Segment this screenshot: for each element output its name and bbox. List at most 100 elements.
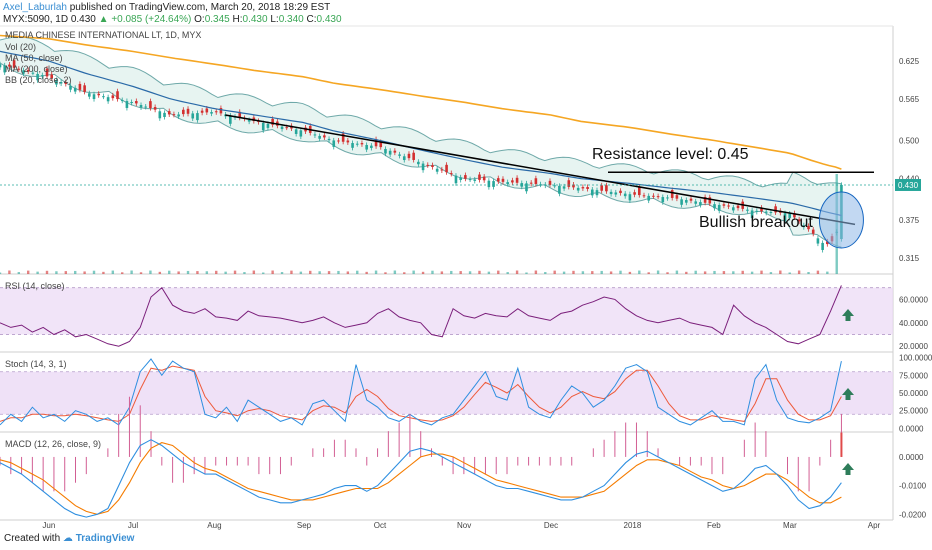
last-price-tag: [895, 178, 921, 191]
breakout-circle: [818, 191, 864, 249]
candle-body: [793, 213, 796, 218]
candle: [774, 203, 777, 215]
legend-ma50: MA (50, close): [5, 53, 63, 63]
candle-body: [351, 143, 354, 148]
candle-body: [525, 183, 528, 192]
candle: [642, 192, 646, 199]
candle: [454, 173, 458, 186]
candle-body: [69, 85, 72, 90]
volume-bar: [694, 270, 697, 274]
candle: [36, 71, 39, 83]
candle-body: [821, 242, 824, 250]
candle-body: [31, 72, 35, 74]
candle-body: [370, 145, 373, 148]
volume-bar: [17, 272, 21, 274]
candle-body: [515, 177, 519, 183]
volume-bar: [252, 270, 256, 274]
candle: [464, 172, 467, 182]
volume-bar: [468, 271, 472, 274]
candle-body: [163, 112, 166, 117]
candle: [609, 189, 613, 197]
rsi-band: [0, 287, 893, 335]
price-tick-label: 0.500: [899, 136, 920, 145]
candle-body: [699, 202, 702, 206]
macd-tick-label: 0.0000: [899, 453, 924, 462]
x-tick-label: Mar: [783, 521, 797, 530]
candle-body: [562, 186, 566, 189]
volume-bar: [506, 272, 509, 274]
candle-body: [106, 97, 110, 102]
volume-bar: [572, 270, 575, 274]
candle: [685, 197, 688, 206]
volume-bar: [280, 272, 284, 274]
volume-bar: [243, 272, 246, 274]
volume-bar: [487, 271, 491, 274]
candle-body: [431, 165, 434, 168]
candle: [426, 162, 430, 168]
close-value: 0.430: [316, 14, 342, 25]
candle-body: [271, 118, 274, 125]
x-tick-label: Jul: [128, 521, 138, 530]
volume-bar: [309, 270, 312, 274]
candle-body: [788, 213, 792, 218]
candle-body: [102, 96, 105, 98]
volume-bar: [102, 271, 105, 274]
volume-bar: [74, 270, 77, 274]
candle: [177, 111, 180, 120]
candle-body: [149, 101, 152, 109]
candle-body: [144, 106, 148, 108]
volume-bar: [36, 271, 39, 274]
candle-body: [214, 111, 218, 113]
candle: [431, 162, 434, 170]
candle: [722, 201, 726, 209]
candle-body: [760, 207, 763, 212]
candle-body: [421, 163, 425, 171]
candle-body: [384, 148, 387, 154]
candle-body: [581, 187, 585, 189]
tradingview-brand[interactable]: TradingView: [75, 533, 135, 544]
candle-body: [689, 198, 693, 201]
candle: [760, 205, 763, 214]
candle-body: [661, 197, 665, 203]
candle: [3, 62, 7, 75]
candle-body: [323, 135, 326, 138]
candle: [703, 194, 707, 206]
candle-body: [642, 195, 646, 197]
volume-bar: [356, 270, 359, 274]
candle-body: [337, 140, 340, 142]
publish-line: Axel_Laburlah published on TradingView.c…: [3, 2, 330, 13]
volume-bar: [722, 271, 726, 274]
created-with-text: Created with: [4, 533, 61, 544]
candle-body: [694, 201, 698, 204]
candle-body: [313, 134, 317, 136]
candle-body: [210, 112, 213, 114]
candle-body: [355, 143, 359, 145]
candle: [647, 193, 650, 204]
candle: [384, 146, 387, 157]
author-link[interactable]: Axel_Laburlah: [3, 2, 67, 13]
candle-body: [294, 129, 298, 134]
candle-body: [92, 94, 96, 100]
candle-body: [97, 93, 101, 96]
candle-body: [266, 123, 270, 128]
candle-body: [172, 114, 176, 116]
volume-bar: [233, 270, 237, 274]
candle: [360, 140, 364, 147]
candle-body: [26, 69, 30, 72]
candle-body: [802, 225, 806, 228]
stoch-k-line: [0, 358, 842, 426]
candle-body: [713, 204, 716, 209]
candle-body: [449, 173, 453, 175]
x-tick-label: Apr: [868, 521, 881, 530]
volume-bar: [619, 270, 622, 274]
volume-bar: [8, 270, 11, 274]
candle: [614, 189, 618, 198]
candle-body: [402, 156, 406, 161]
candle-body: [708, 197, 712, 204]
footer: Created with ☁ TradingView: [4, 533, 134, 544]
stoch-tick-label: 25.0000: [899, 407, 928, 416]
candle-body: [769, 212, 773, 214]
candle: [219, 105, 223, 116]
candle: [417, 159, 420, 167]
